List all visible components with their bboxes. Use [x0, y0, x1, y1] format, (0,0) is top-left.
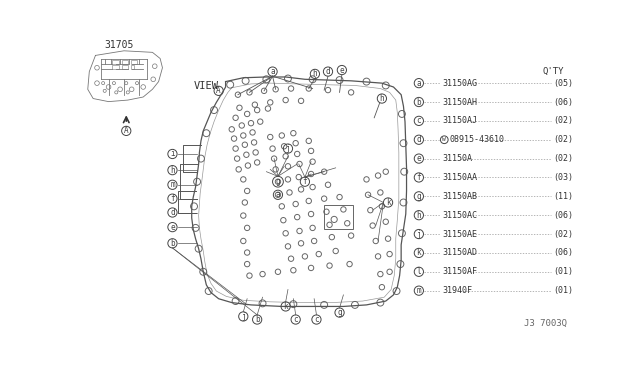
Text: 08915-43610: 08915-43610 [450, 135, 505, 144]
Text: k: k [284, 302, 288, 311]
Text: 31150AC: 31150AC [442, 211, 477, 220]
Text: k: k [417, 248, 421, 257]
Text: A: A [216, 86, 221, 95]
Bar [131, 60, 137, 64]
Text: d: d [417, 135, 421, 144]
Text: g: g [417, 192, 421, 201]
Bar [122, 60, 128, 64]
Text: (06): (06) [553, 211, 573, 220]
Text: a: a [270, 67, 275, 76]
Text: l: l [417, 267, 421, 276]
Text: (01): (01) [553, 286, 573, 295]
Text: 31150AF: 31150AF [442, 267, 477, 276]
Text: 31150AA: 31150AA [442, 173, 477, 182]
Text: h: h [380, 94, 384, 103]
Text: g: g [337, 308, 342, 317]
Text: c: c [293, 315, 298, 324]
Text: A: A [124, 126, 129, 135]
Text: f: f [170, 194, 175, 203]
Text: W: W [442, 137, 446, 142]
Text: (02): (02) [553, 230, 573, 238]
Text: (03): (03) [553, 173, 573, 182]
Text: e: e [417, 154, 421, 163]
Text: m: m [417, 286, 421, 295]
Text: a: a [276, 190, 280, 199]
Text: e: e [340, 65, 344, 74]
Text: (11): (11) [553, 192, 573, 201]
Text: f: f [417, 173, 421, 182]
Text: b: b [417, 97, 421, 106]
Bar [122, 65, 128, 68]
Text: Q'TY: Q'TY [543, 67, 564, 76]
Text: b: b [255, 315, 259, 324]
Bar [113, 65, 118, 68]
Bar [324, 205, 353, 230]
Bar [113, 60, 118, 64]
Text: c: c [314, 315, 319, 324]
Text: 31150AD: 31150AD [442, 248, 477, 257]
Text: 31150AJ: 31150AJ [442, 116, 477, 125]
Text: f: f [303, 177, 307, 186]
Text: VIEW: VIEW [193, 81, 218, 91]
Text: (01): (01) [553, 267, 573, 276]
Text: m: m [170, 180, 175, 189]
Text: b: b [170, 239, 175, 248]
Text: (02): (02) [553, 135, 573, 144]
Text: h: h [417, 211, 421, 220]
Text: 31150A: 31150A [442, 154, 472, 163]
Text: 31150AB: 31150AB [442, 192, 477, 201]
Bar [131, 65, 134, 68]
Text: 31705: 31705 [105, 41, 134, 51]
Text: i: i [170, 150, 175, 158]
Text: J3 7003Q: J3 7003Q [524, 319, 566, 328]
Text: e: e [170, 222, 175, 232]
Text: 31150AH: 31150AH [442, 97, 477, 106]
Text: c: c [417, 116, 421, 125]
Text: (06): (06) [553, 97, 573, 106]
Text: d: d [326, 67, 330, 76]
Text: 31150AE: 31150AE [442, 230, 477, 238]
Text: (05): (05) [553, 78, 573, 88]
Text: (02): (02) [553, 154, 573, 163]
Text: (02): (02) [553, 116, 573, 125]
Text: h: h [170, 166, 175, 174]
Text: j: j [417, 230, 421, 238]
Text: (06): (06) [553, 248, 573, 257]
Text: 31150AG: 31150AG [442, 78, 477, 88]
Text: 31940F: 31940F [442, 286, 472, 295]
Text: j: j [241, 312, 246, 321]
Text: a: a [417, 78, 421, 88]
Text: h: h [312, 70, 317, 78]
Text: k: k [386, 198, 390, 207]
Text: g: g [276, 177, 280, 186]
Text: d: d [170, 208, 175, 217]
Text: j: j [285, 144, 291, 153]
